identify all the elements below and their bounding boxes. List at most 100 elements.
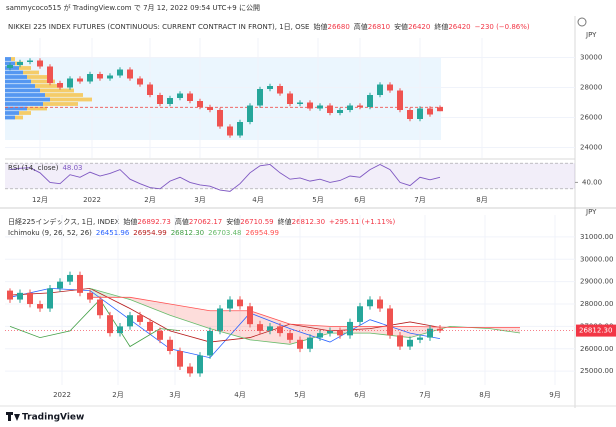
candle-body bbox=[347, 321, 353, 336]
change-value: −230 (−0.86%) bbox=[475, 23, 530, 31]
candle-body bbox=[27, 292, 33, 305]
candle-body bbox=[127, 69, 133, 79]
rsi-label: RSI (14, close) bbox=[8, 164, 59, 172]
candle-body bbox=[367, 95, 373, 107]
volume-profile-up bbox=[5, 93, 45, 97]
legend-value: 26420 bbox=[408, 23, 430, 31]
legend-label: 安値 bbox=[394, 22, 408, 31]
legend-label: 終値 bbox=[278, 217, 292, 226]
legend-value: 26680 bbox=[328, 23, 350, 31]
title-text: 日経225インデックス, 1日, INDEX bbox=[8, 217, 120, 226]
candle-body bbox=[47, 66, 53, 83]
currency-label: JPY bbox=[585, 31, 597, 39]
publish-header: sammycoco515 が TradingView.com で 7月 12, … bbox=[6, 3, 260, 12]
rsi-value: 48.03 bbox=[62, 164, 82, 172]
candle-body bbox=[167, 339, 173, 351]
candle-body bbox=[417, 337, 423, 340]
candle-body bbox=[277, 86, 283, 94]
candle-body bbox=[267, 326, 273, 331]
y-tick-label: 26000 bbox=[580, 114, 602, 122]
candle-body bbox=[327, 105, 333, 113]
y-tick-label: 26000.00 bbox=[580, 345, 613, 353]
currency-label: JPY bbox=[585, 208, 597, 216]
candle-body bbox=[407, 339, 413, 347]
volume-profile-up bbox=[5, 79, 31, 84]
candle-body bbox=[197, 101, 203, 107]
candle-body bbox=[7, 290, 13, 300]
candle-body bbox=[227, 126, 233, 136]
candle-body bbox=[237, 299, 243, 307]
settings-icon[interactable] bbox=[577, 17, 587, 27]
y-tick-label: 28000.00 bbox=[580, 300, 613, 308]
volume-profile-down bbox=[19, 111, 31, 115]
candle-body bbox=[427, 108, 433, 115]
candle-body bbox=[257, 89, 263, 106]
indicator-value: 26703.48 bbox=[208, 229, 241, 237]
volume-profile-up bbox=[5, 106, 27, 111]
x-tick-label: 2月 bbox=[112, 391, 123, 399]
legend-value: 26892.73 bbox=[137, 218, 170, 226]
y-tick-label: 24000 bbox=[580, 144, 602, 152]
y-tick-label: 30000.00 bbox=[580, 255, 613, 263]
x-tick-label: 3月 bbox=[169, 391, 180, 399]
x-tick-label: 7月 bbox=[414, 196, 425, 204]
candle-body bbox=[57, 83, 63, 88]
candle-body bbox=[277, 326, 283, 334]
candle-body bbox=[157, 95, 163, 104]
legend-value: 26420 bbox=[448, 23, 470, 31]
chart-title: NIKKEI 225 INDEX FUTURES (CONTINUOUS: CU… bbox=[8, 22, 530, 31]
volume-profile-down bbox=[43, 102, 78, 106]
candle-body bbox=[387, 308, 393, 336]
x-tick-label: 2月 bbox=[144, 196, 155, 204]
candle-body bbox=[137, 315, 143, 322]
ichimoku-line bbox=[9, 287, 441, 359]
volume-profile-down bbox=[40, 88, 74, 93]
volume-profile-up bbox=[5, 75, 27, 79]
title-text: NIKKEI 225 INDEX FUTURES (CONTINUOUS: CU… bbox=[8, 23, 310, 31]
ichimoku-line bbox=[90, 296, 520, 328]
candle-body bbox=[77, 274, 83, 293]
legend-value: 26710.59 bbox=[240, 218, 273, 226]
candle-body bbox=[27, 60, 33, 62]
candle-body bbox=[337, 110, 343, 113]
legend-label: 高値 bbox=[175, 217, 189, 226]
indicator-value: 26954.99 bbox=[133, 229, 166, 237]
ichimoku-cloud bbox=[170, 304, 210, 329]
x-tick-label: 2022 bbox=[53, 391, 71, 399]
y-tick-label: 25000.00 bbox=[580, 367, 613, 375]
candle-body bbox=[237, 122, 243, 136]
candle-body bbox=[307, 337, 313, 349]
volume-profile-up bbox=[5, 88, 40, 93]
candle-body bbox=[87, 292, 93, 300]
candle-body bbox=[387, 84, 393, 91]
candle-body bbox=[97, 74, 103, 79]
volume-profile-down bbox=[31, 79, 55, 84]
volume-profile-up bbox=[5, 97, 50, 102]
x-tick-label: 2022 bbox=[83, 196, 101, 204]
volume-profile-up bbox=[5, 102, 43, 106]
legend-label: 始値 bbox=[314, 22, 328, 31]
legend-value: 26810 bbox=[368, 23, 390, 31]
candle-body bbox=[297, 102, 303, 104]
y-tick-label: 31000.00 bbox=[580, 233, 613, 241]
indicator-legend: Ichimoku (9, 26, 52, 26) 26451.96 26954.99… bbox=[8, 229, 279, 237]
ichimoku-line bbox=[9, 287, 441, 343]
candle-body bbox=[317, 333, 323, 338]
candle-body bbox=[177, 351, 183, 367]
volume-profile-down bbox=[27, 106, 47, 111]
candle-body bbox=[287, 333, 293, 340]
x-tick-label: 4月 bbox=[234, 391, 245, 399]
candle-body bbox=[37, 304, 43, 309]
candle-body bbox=[37, 60, 43, 67]
candle-body bbox=[107, 315, 113, 334]
volume-profile-up bbox=[5, 111, 19, 115]
volume-profile-down bbox=[50, 97, 92, 102]
candle-body bbox=[287, 93, 293, 104]
candle-body bbox=[377, 84, 383, 95]
legend-label: 高値 bbox=[354, 22, 368, 31]
candle-body bbox=[147, 84, 153, 95]
chart-title: 日経225インデックス, 1日, INDEX 始値26892.73 高値27062.… bbox=[8, 217, 395, 226]
candle-body bbox=[17, 292, 23, 300]
candle-body bbox=[67, 78, 73, 88]
